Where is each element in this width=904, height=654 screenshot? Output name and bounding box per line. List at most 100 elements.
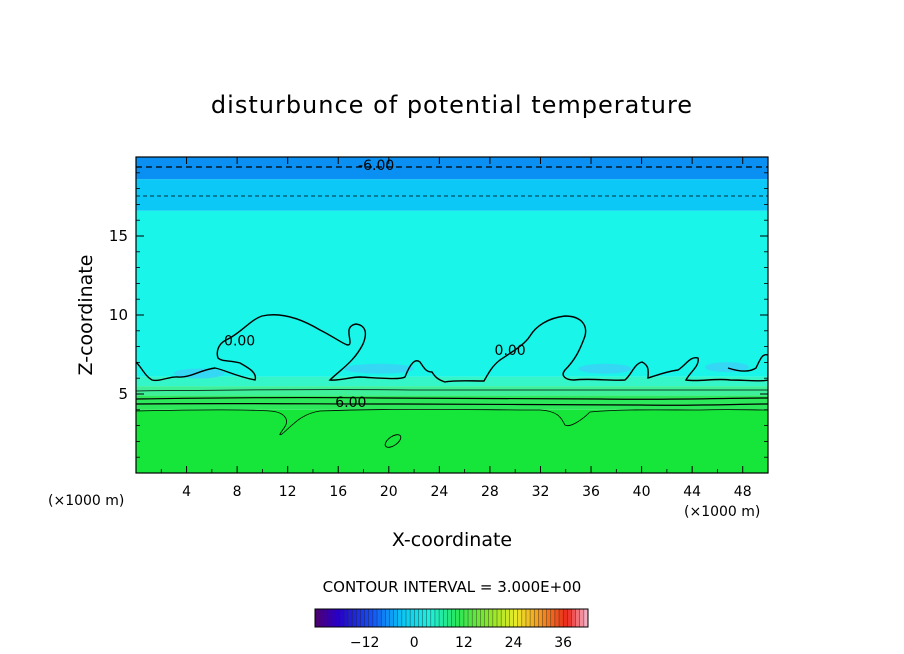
y-axis-label: Z-coordinate [75, 255, 97, 376]
x-tick-label: 40 [633, 484, 651, 500]
colorbar-tick-label: −12 [350, 635, 380, 651]
x-tick-label: 44 [683, 484, 701, 500]
contour-zero [136, 314, 768, 383]
plot-area [136, 157, 768, 473]
colorbar-cell [480, 609, 485, 627]
contour-labels: -6.00 0.00 0.00 6.00 [224, 158, 526, 411]
colorbar-cell [563, 609, 568, 627]
colorbar-cell [542, 609, 547, 627]
contour-6-lower [136, 402, 768, 406]
colorbar-cell [335, 609, 341, 627]
colorbar-tick-label: 36 [554, 635, 572, 651]
colorbar-cell [554, 609, 560, 627]
band-2 [136, 386, 768, 396]
colorbar-cell [530, 609, 535, 627]
colorbar-cell [567, 609, 572, 627]
colorbar-tick-label: 24 [505, 635, 523, 651]
colorbar-cell [368, 609, 374, 627]
colorbar-cell [327, 609, 332, 627]
contour-3-line [136, 389, 768, 392]
colorbar-cell [579, 609, 585, 627]
colorbar-cell [501, 609, 506, 627]
band-5 [136, 179, 768, 211]
colorbar-cell [343, 609, 349, 627]
colorbar: −12 0 12 24 36 [314, 608, 589, 651]
colorbar-cell [468, 609, 473, 627]
x-tick-label: 24 [430, 484, 448, 500]
colorbar-cell [463, 609, 469, 627]
colorbar-cell [559, 609, 564, 627]
colorbar-cell [377, 609, 382, 627]
colorbar-cell [393, 609, 399, 627]
colorbar-cell [422, 609, 427, 627]
colorbar-cell [323, 609, 328, 627]
contour-label-1: 0.00 [224, 333, 255, 349]
colorbar-cell [356, 609, 361, 627]
band-4 [136, 210, 768, 377]
contour-label-0: -6.00 [358, 158, 394, 174]
colorbar-cell [447, 609, 452, 627]
colorbar-cell [525, 609, 531, 627]
colorbar-cell [546, 609, 552, 627]
colorbar-cell [497, 609, 502, 627]
cool-patch-1 [344, 363, 415, 374]
y-tick-label: 5 [118, 385, 128, 403]
colorbar-cell [385, 609, 390, 627]
colorbar-cell [571, 609, 576, 627]
colorbar-cell [426, 609, 432, 627]
x-unit-right: (×1000 m) [684, 504, 760, 520]
colorbar-cell [550, 609, 556, 627]
colorbar-cell [434, 609, 440, 627]
x-tick-label: 32 [532, 484, 550, 500]
colorbar-cell [476, 609, 481, 627]
colorbar-cell [575, 609, 581, 627]
colorbar-cell [451, 609, 456, 627]
colorbar-cell [418, 609, 423, 627]
x-tick-label: 8 [233, 484, 242, 500]
contour-9 [136, 408, 768, 436]
colorbar-cell [505, 609, 510, 627]
x-axis-label: X-coordinate [392, 529, 512, 551]
x-tick-label: 4 [182, 484, 191, 500]
colorbar-cell [389, 609, 394, 627]
colorbar-cell [331, 609, 336, 627]
colorbar-cell [348, 609, 353, 627]
y-tick-label: 10 [109, 306, 128, 324]
cool-patch-2 [578, 363, 632, 374]
colorbar-cell [397, 609, 403, 627]
colorbar-cell [459, 609, 465, 627]
x-tick-label: 48 [734, 484, 752, 500]
band-0 [136, 409, 768, 473]
colorbar-cell [534, 609, 539, 627]
colorbar-cell [492, 609, 498, 627]
colorbar-tick-label: 12 [455, 635, 473, 651]
colorbar-cell [583, 609, 589, 627]
colorbar-cell [443, 609, 448, 627]
colorbar-cell [488, 609, 494, 627]
colorbar-cell [509, 609, 514, 627]
colorbar-cell [521, 609, 527, 627]
colorbar-cell [517, 609, 523, 627]
colorbar-cell [364, 609, 370, 627]
colorbar-cell [414, 609, 419, 627]
x-unit-left: (×1000 m) [48, 493, 124, 509]
contour-closed-small [384, 434, 402, 448]
cool-patch-3 [704, 362, 750, 373]
contour-6-upper [136, 396, 768, 400]
color-bands [136, 157, 768, 473]
x-tick-label: 36 [582, 484, 600, 500]
y-tick-label: 15 [109, 227, 128, 245]
contour-interval-text: CONTOUR INTERVAL = 3.000E+00 [323, 578, 582, 596]
band-6 [136, 157, 768, 180]
x-tick-label: 16 [329, 484, 347, 500]
x-tick-label: 20 [380, 484, 398, 500]
contour-lines [136, 166, 768, 448]
x-tick-label: 12 [279, 484, 297, 500]
colorbar-cell [315, 609, 320, 627]
colorbar-cell [484, 609, 490, 627]
colorbar-cell [401, 609, 407, 627]
x-tick-label: 28 [481, 484, 499, 500]
contour-label-2: 0.00 [495, 343, 526, 359]
